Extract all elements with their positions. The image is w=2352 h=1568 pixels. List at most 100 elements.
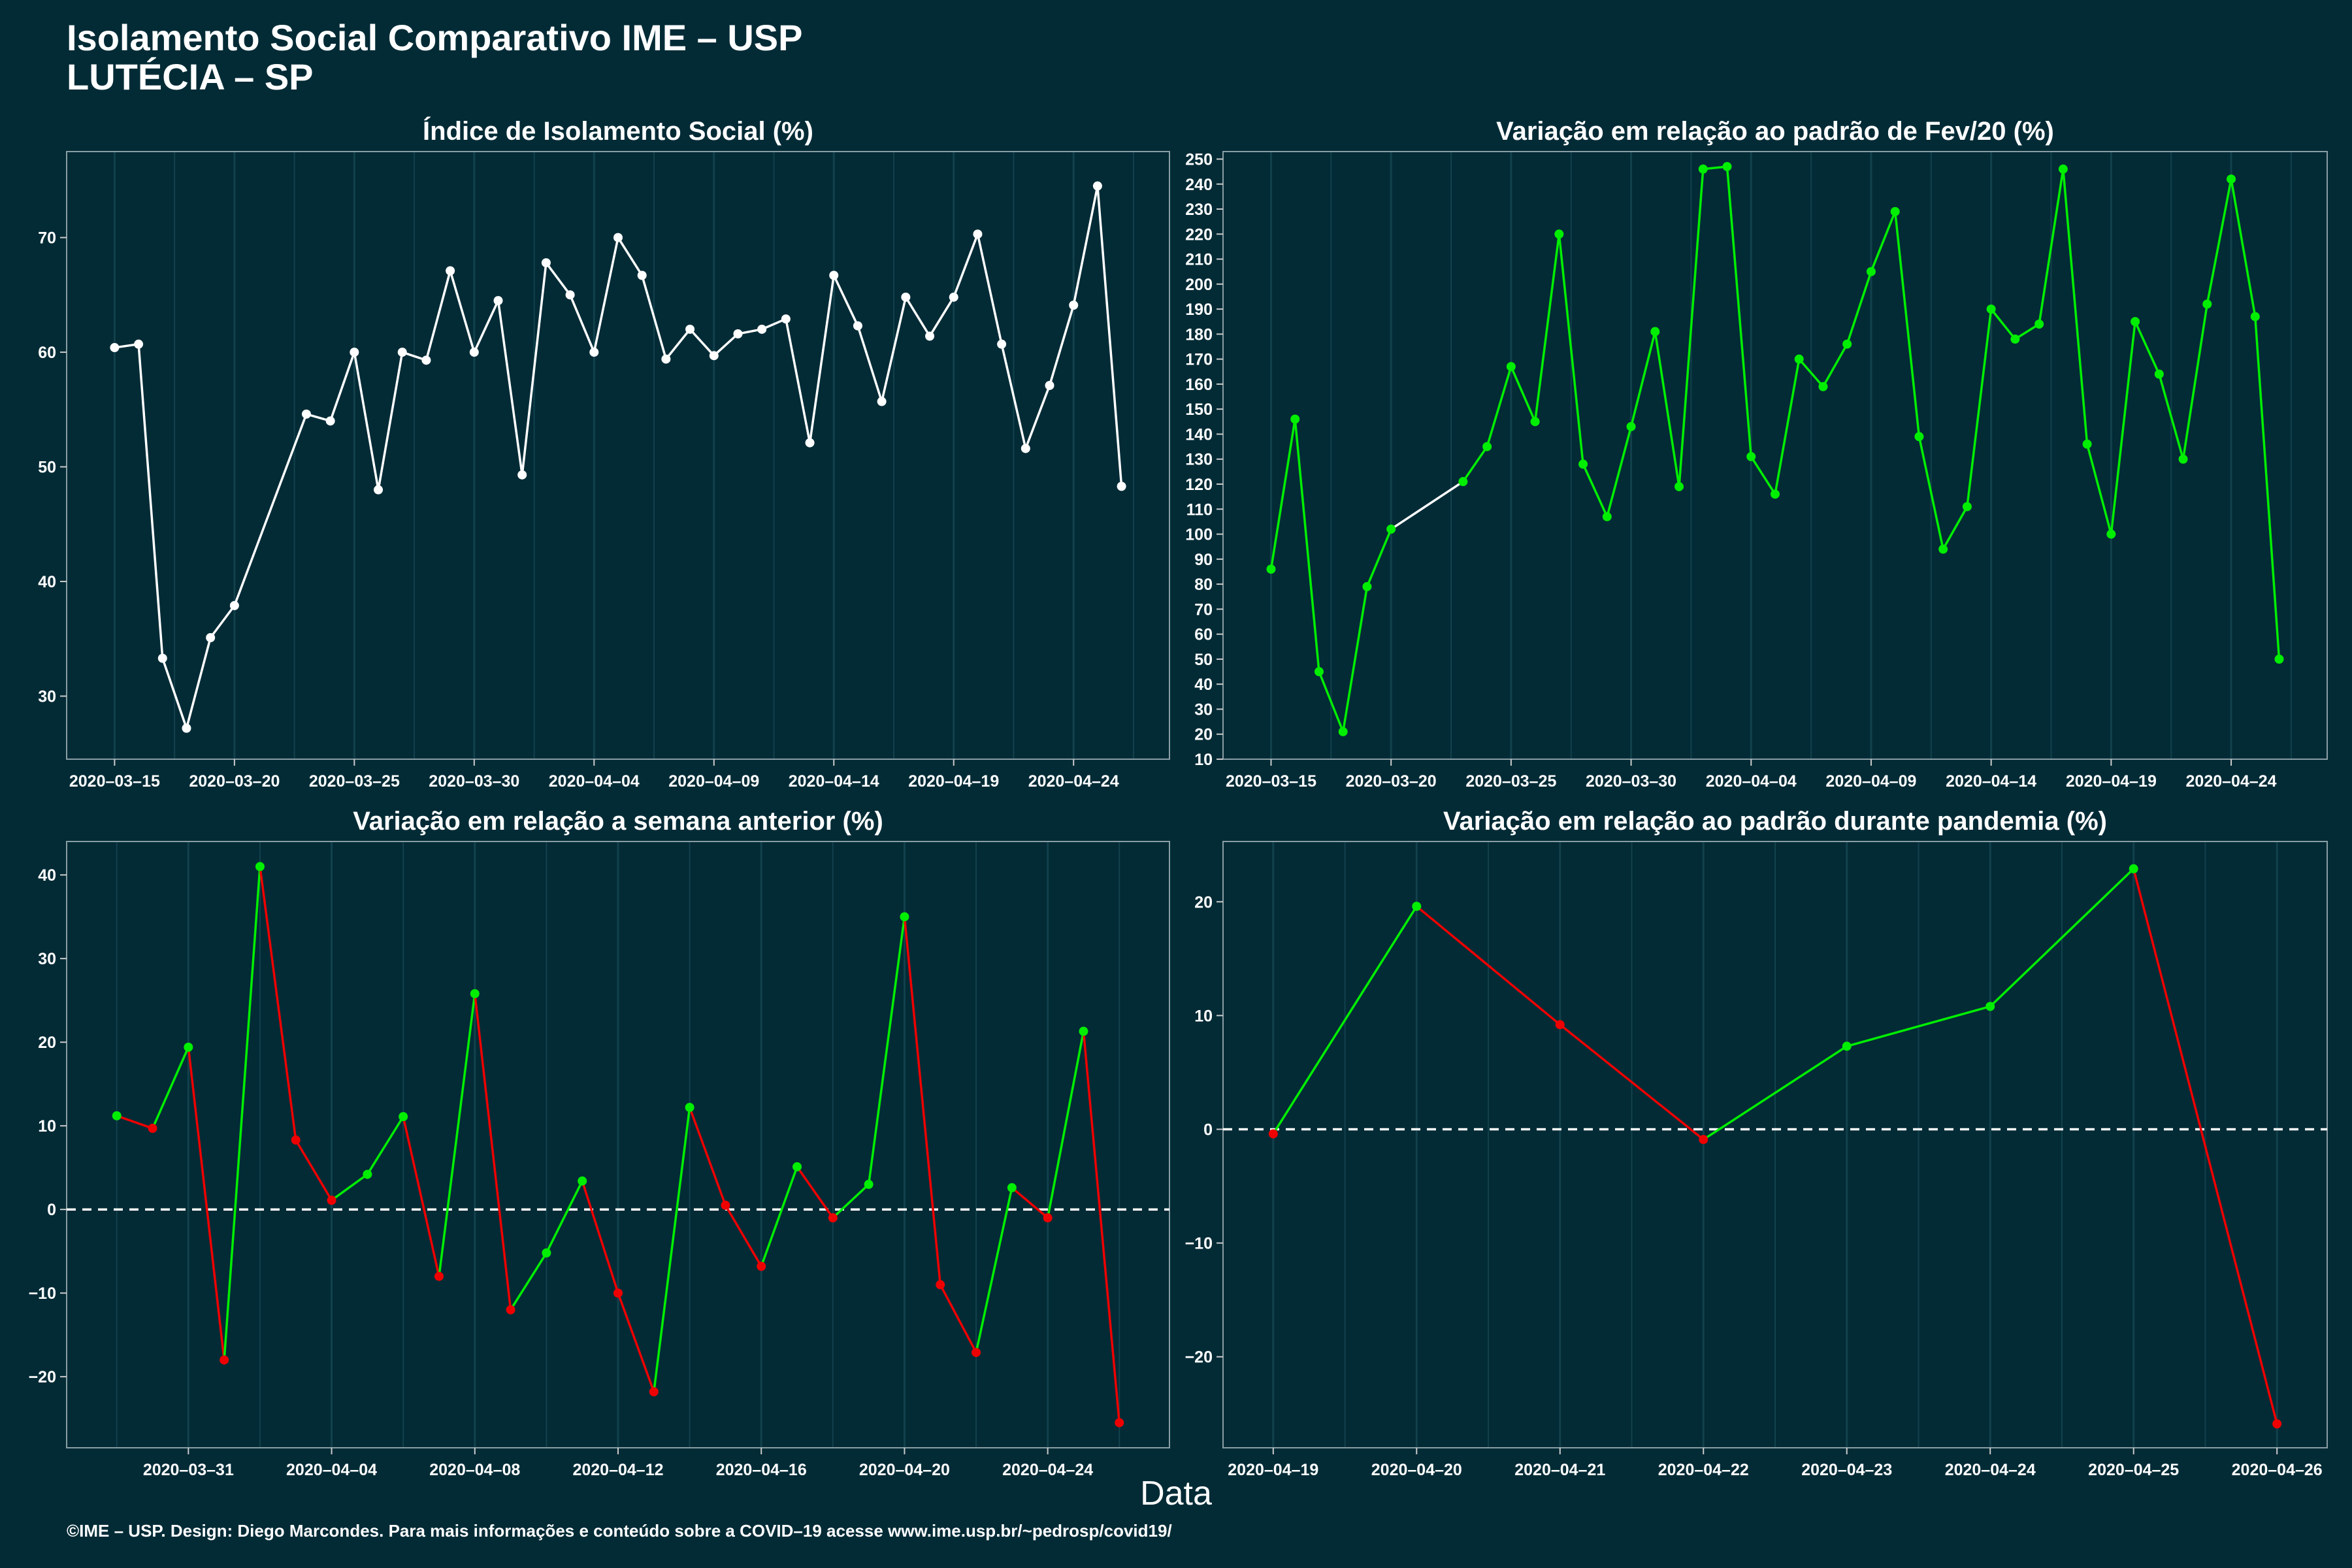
y-tick-label: 40 <box>38 573 56 591</box>
data-point <box>733 329 743 338</box>
data-point <box>1314 667 1324 677</box>
y-tick-label: 0 <box>1203 1120 1213 1139</box>
data-point <box>350 348 359 357</box>
data-point <box>2106 529 2116 539</box>
data-point <box>2058 164 2068 174</box>
line-segment <box>2110 321 2136 534</box>
line-segment <box>473 300 500 353</box>
line-segment <box>1416 905 1561 1026</box>
line-segment <box>353 351 380 490</box>
line-segment <box>617 1292 655 1392</box>
data-point <box>1266 564 1276 574</box>
main-subtitle: LUTÉCIA – SP <box>67 56 314 97</box>
line-segment <box>1533 234 1561 422</box>
line-segment <box>689 328 715 357</box>
x-tick-label: 2020–04–26 <box>2232 1461 2323 1479</box>
y-tick-label: 10 <box>38 1117 56 1135</box>
panel-title: Variação em relação ao padrão de Fev/20 … <box>1496 117 2054 146</box>
data-point <box>1890 206 1900 216</box>
y-tick-label: 60 <box>1194 626 1213 644</box>
x-tick-label: 2020–04–08 <box>429 1461 520 1479</box>
line-segment <box>796 1166 834 1219</box>
panel-border <box>1222 151 2328 760</box>
data-point <box>649 1387 659 1397</box>
line-segment <box>1725 166 1753 457</box>
x-tick-label: 2020–04–09 <box>668 772 759 791</box>
x-tick-label: 2020–03–30 <box>1586 772 1676 791</box>
data-point <box>517 470 527 480</box>
line-segment <box>402 1116 440 1277</box>
line-segment <box>808 275 835 443</box>
data-point <box>709 351 719 361</box>
line-segment <box>593 237 619 353</box>
data-point <box>2250 312 2260 321</box>
data-point <box>853 321 862 331</box>
data-point <box>1268 1129 1278 1139</box>
data-point <box>1338 727 1348 736</box>
data-point <box>493 296 503 306</box>
data-point <box>184 1042 193 1052</box>
x-tick-label: 2020–04–19 <box>908 772 999 791</box>
line-segment <box>1082 1031 1121 1423</box>
line-segment <box>1390 480 1464 531</box>
data-point <box>613 233 623 242</box>
x-tick-label: 2020–04–19 <box>2066 772 2157 791</box>
line-segment <box>1870 211 1897 272</box>
line-segment <box>1294 419 1320 672</box>
line-segment <box>2158 374 2185 460</box>
data-point <box>1842 339 1852 349</box>
y-tick-label: 60 <box>38 344 56 362</box>
line-segment <box>2181 304 2209 460</box>
y-tick-label: 180 <box>1185 325 1213 344</box>
data-point <box>578 1176 587 1186</box>
y-tick-label: 70 <box>38 229 56 248</box>
line-segment <box>1048 304 1075 386</box>
x-tick-label: 2020–04–04 <box>549 772 640 791</box>
data-point <box>565 290 575 300</box>
line-segment <box>2062 169 2089 444</box>
y-tick-label: 200 <box>1185 276 1213 294</box>
y-tick-label: 50 <box>1194 651 1213 669</box>
y-tick-label: 220 <box>1185 225 1213 244</box>
data-point <box>685 1103 694 1113</box>
line-segment <box>1558 234 1584 465</box>
data-point <box>997 339 1007 349</box>
line-segment <box>209 604 236 639</box>
line-segment <box>2038 169 2065 325</box>
line-segment <box>116 1115 154 1130</box>
main-title: Isolamento Social Comparativo IME – USP <box>67 17 803 58</box>
line-segment <box>653 1107 691 1392</box>
line-segment <box>2132 868 2278 1424</box>
data-point <box>1650 327 1660 336</box>
data-point <box>470 988 480 998</box>
data-point <box>1842 1041 1852 1051</box>
line-segment <box>1582 463 1609 517</box>
data-point <box>446 266 455 276</box>
x-tick-label: 2020–03–25 <box>309 772 400 791</box>
line-segment <box>1046 1031 1085 1218</box>
x-tick-label: 2020–04–24 <box>2186 772 2277 791</box>
data-point <box>1794 354 1804 364</box>
panel-title: Índice de Isolamento Social (%) <box>423 116 813 146</box>
y-tick-label: 240 <box>1185 176 1213 194</box>
line-segment <box>617 237 644 276</box>
line-segment <box>377 351 404 490</box>
data-point <box>1362 581 1372 591</box>
line-segment <box>1966 308 1993 507</box>
data-point <box>757 1262 766 1271</box>
line-segment <box>137 344 164 659</box>
data-point <box>1290 414 1300 424</box>
line-segment <box>185 637 212 729</box>
data-point <box>1698 164 1708 174</box>
data-point <box>637 270 647 280</box>
line-segment <box>449 270 476 353</box>
data-point <box>685 324 695 334</box>
x-tick-label: 2020–04–14 <box>789 772 879 791</box>
y-tick-label: −10 <box>29 1284 56 1303</box>
data-point <box>542 1248 551 1258</box>
data-point <box>1092 181 1102 191</box>
data-point <box>434 1271 444 1281</box>
panel-border <box>1222 841 2328 1448</box>
data-point <box>1506 362 1516 372</box>
line-segment <box>1559 1023 1705 1141</box>
